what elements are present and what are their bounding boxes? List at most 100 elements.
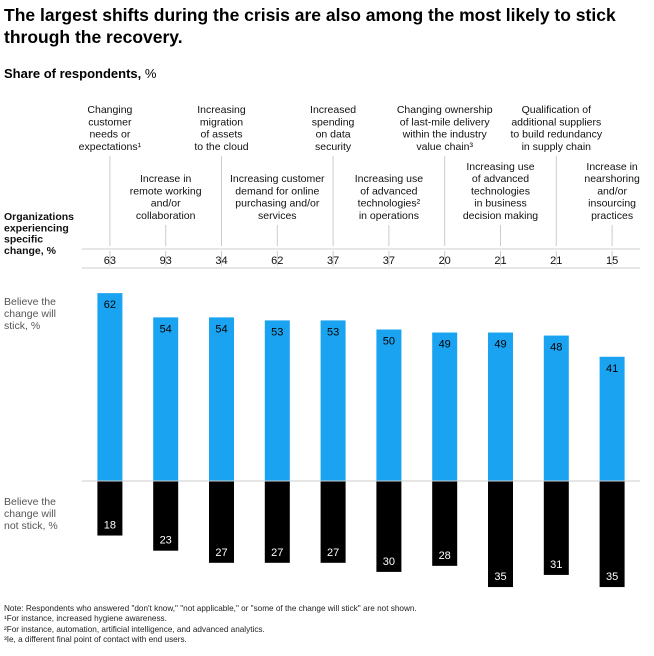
category-label: of assets xyxy=(200,129,242,141)
value-label-stick: 54 xyxy=(160,323,172,335)
bar-not-stick xyxy=(320,481,346,563)
category-label: Increased xyxy=(310,104,356,116)
category-label: and/or xyxy=(151,198,181,210)
footnote-3: ³Ie, a different final point of contact … xyxy=(4,635,187,645)
category-label: in supply chain xyxy=(522,141,592,153)
category-label: Increase in xyxy=(586,161,638,173)
row-label-stick: Believe the xyxy=(4,296,56,308)
bar-not-stick xyxy=(432,481,458,566)
category-label: collaboration xyxy=(136,210,196,222)
category-label: spending xyxy=(312,116,355,128)
org-value-label: 21 xyxy=(550,255,562,267)
subtitle-unit: % xyxy=(144,66,157,81)
category-label: practices xyxy=(591,210,633,222)
category-label: Increase in xyxy=(140,173,192,185)
value-label-not-stick: 27 xyxy=(327,547,339,559)
category-label: services xyxy=(258,210,297,222)
value-label-stick: 41 xyxy=(606,363,618,375)
subtitle-text: Share of respondents, xyxy=(4,66,142,81)
category-label: purchasing and/or xyxy=(235,198,320,210)
value-label-not-stick: 31 xyxy=(550,559,562,571)
category-label: to the cloud xyxy=(194,141,248,153)
value-label-not-stick: 35 xyxy=(494,571,506,583)
value-label-not-stick: 27 xyxy=(215,547,227,559)
value-label-not-stick: 28 xyxy=(439,550,451,562)
org-value-label: 93 xyxy=(160,255,172,267)
footnote-1: ¹For instance, increased hygiene awarene… xyxy=(4,614,167,624)
bar-stick xyxy=(599,356,625,481)
bar-stick xyxy=(153,317,179,481)
value-label-stick: 48 xyxy=(550,342,562,354)
footnote-2: ²For instance, automation, artificial in… xyxy=(4,624,265,634)
bar-not-stick xyxy=(97,481,123,536)
bar-not-stick xyxy=(153,481,179,551)
bar-not-stick xyxy=(264,481,290,563)
row-label-not-stick: not stick, % xyxy=(4,520,58,532)
chart-title: The largest shifts during the crisis are… xyxy=(4,5,616,47)
row-label-stick: stick, % xyxy=(4,320,40,332)
category-label: of last-mile delivery xyxy=(400,116,491,128)
value-label-stick: 54 xyxy=(215,323,227,335)
bar-not-stick xyxy=(209,481,234,563)
value-label-not-stick: 35 xyxy=(606,571,618,583)
bar-stick xyxy=(320,320,346,481)
bar-stick xyxy=(264,320,290,481)
category-label: additional suppliers xyxy=(511,116,601,128)
category-label: customer xyxy=(88,116,132,128)
category-label: insourcing xyxy=(588,198,636,210)
category-label: Increasing use xyxy=(466,161,534,173)
bar-not-stick xyxy=(376,481,402,572)
category-label: Changing ownership xyxy=(397,104,493,116)
bar-stick xyxy=(209,317,234,481)
category-label: on data xyxy=(316,129,351,141)
row-label-organizations: specific xyxy=(4,234,43,246)
category-label: of advanced xyxy=(472,173,529,185)
org-value-label: 62 xyxy=(271,255,283,267)
category-label: security xyxy=(315,141,352,153)
chart-subtitle: Share of respondents, % xyxy=(4,66,156,81)
category-label: Increasing use xyxy=(355,173,423,185)
org-value-label: 20 xyxy=(439,255,451,267)
row-label-organizations: experiencing xyxy=(4,222,69,234)
value-label-stick: 49 xyxy=(439,339,451,351)
value-label-stick: 62 xyxy=(104,299,116,311)
bar-stick xyxy=(376,329,402,481)
row-label-not-stick: change will xyxy=(4,508,56,520)
org-value-label: 21 xyxy=(494,255,506,267)
note-general: Note: Respondents who answered "don't kn… xyxy=(4,604,417,613)
value-label-not-stick: 23 xyxy=(160,535,172,547)
org-value-label: 63 xyxy=(104,255,116,267)
org-value-label: 34 xyxy=(215,255,227,267)
bar-not-stick xyxy=(543,481,569,575)
category-label: to build redundancy xyxy=(510,129,602,141)
category-label: technologies² xyxy=(358,198,421,210)
category-label: migration xyxy=(200,116,243,128)
category-label: in business xyxy=(474,198,527,210)
category-label: Increasing xyxy=(197,104,246,116)
category-label: nearshoring xyxy=(584,173,640,185)
row-label-stick: change will xyxy=(4,308,56,320)
category-label: value chain³ xyxy=(416,141,473,153)
bar-not-stick xyxy=(599,481,625,588)
category-label: needs or xyxy=(89,129,130,141)
org-value-label: 15 xyxy=(606,255,618,267)
bar-stick xyxy=(488,332,513,481)
category-label: demand for online xyxy=(235,185,319,197)
category-label: expectations¹ xyxy=(79,141,142,153)
category-label: and/or xyxy=(597,185,627,197)
category-label: within the industry xyxy=(402,129,488,141)
bar-stick xyxy=(543,335,569,481)
value-label-not-stick: 30 xyxy=(383,556,395,568)
bar-stick xyxy=(432,332,458,481)
category-label: of advanced xyxy=(360,185,417,197)
bar-stick xyxy=(97,293,123,481)
value-label-stick: 50 xyxy=(383,336,395,348)
row-label-organizations: change, % xyxy=(4,245,57,257)
value-label-stick: 53 xyxy=(271,326,283,338)
value-label-stick: 49 xyxy=(494,339,506,351)
category-label: decision making xyxy=(463,210,538,222)
category-label: remote working xyxy=(130,185,202,197)
org-value-label: 37 xyxy=(383,255,395,267)
category-label: Changing xyxy=(87,104,132,116)
